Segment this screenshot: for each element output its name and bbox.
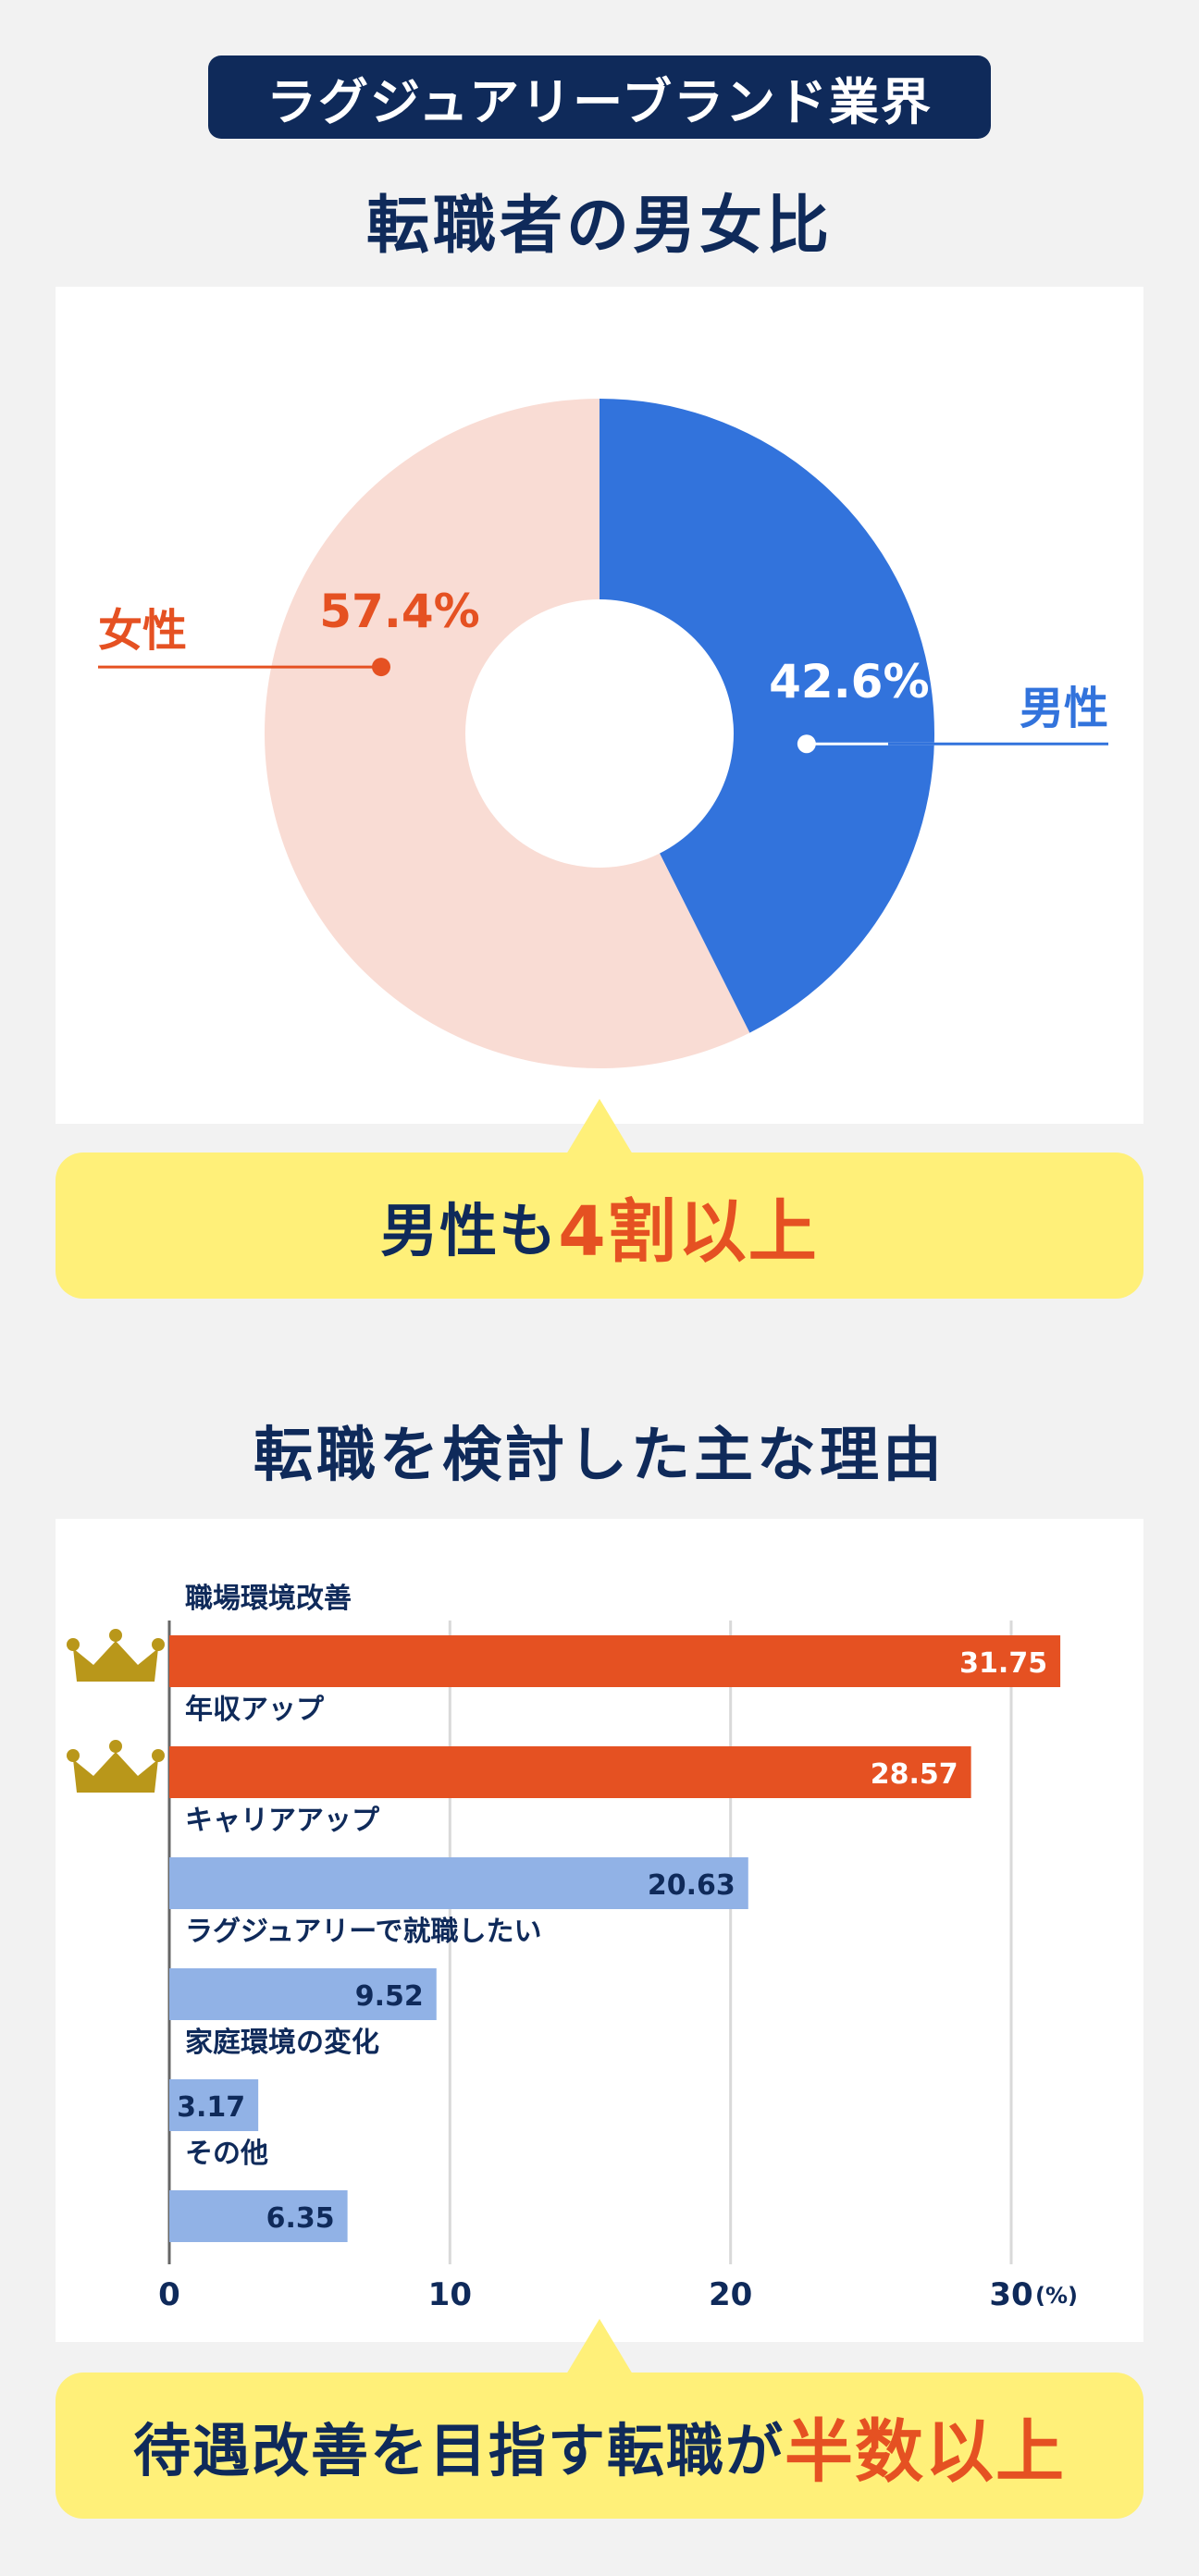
- crown-icon: [152, 1638, 165, 1651]
- donut-slice-female: [264, 399, 750, 1068]
- bar-value-label: 20.63: [648, 1869, 735, 1902]
- callout-pointer: [566, 1099, 633, 1154]
- bar-category-label: ラグジュアリーで就職したい: [185, 1916, 542, 1948]
- bar-category-label: その他: [185, 2138, 268, 2170]
- gender-callout-highlight: 4割以上: [558, 1191, 819, 1272]
- x-tick-label: 20: [709, 2276, 752, 2313]
- bar-value-label: 6.35: [266, 2202, 335, 2235]
- male-value-label: 42.6%: [769, 655, 929, 709]
- bar: [169, 1635, 1061, 1687]
- bar-value-label: 28.57: [871, 1758, 958, 1791]
- crown-icon: [152, 1749, 165, 1762]
- bar: [169, 2079, 259, 2131]
- reasons-callout: 待遇改善を目指す転職が 半数以上: [56, 2373, 1143, 2519]
- industry-badge: ラグジュアリーブランド業界: [208, 55, 991, 139]
- bar-value-label: 9.52: [355, 1980, 424, 2013]
- gender-callout-text: 男性も: [380, 1197, 559, 1264]
- crown-icon: [67, 1638, 80, 1651]
- female-value-label: 57.4%: [319, 585, 479, 638]
- crown-icon: [109, 1629, 122, 1642]
- donut-slice-male: [600, 399, 934, 1033]
- callout-pointer: [566, 2319, 633, 2374]
- x-tick-label: 0: [158, 2276, 180, 2313]
- male-category-label: 男性: [1020, 683, 1108, 734]
- reasons-callout-text: 待遇改善を目指す転職が: [132, 2417, 785, 2484]
- bar-value-label: 3.17: [177, 2091, 245, 2124]
- crown-icon: [73, 1752, 158, 1793]
- bar-value-label: 31.75: [959, 1647, 1047, 1680]
- x-tick-label: 10: [428, 2276, 472, 2313]
- bar: [169, 2190, 348, 2242]
- x-tick-label: 30: [989, 2276, 1032, 2313]
- bar: [169, 1968, 437, 2020]
- female-category-label: 女性: [98, 605, 187, 657]
- bar: [169, 1746, 971, 1798]
- crown-icon: [73, 1641, 158, 1682]
- gender-callout: 男性も 4割以上: [56, 1152, 1143, 1299]
- bar-category-label: 職場環境改善: [185, 1583, 352, 1615]
- x-unit-label: (%): [1035, 2283, 1078, 2309]
- crown-icon: [67, 1749, 80, 1762]
- reasons-title: 転職を検討した主な理由: [253, 1422, 946, 1490]
- crown-icon: [109, 1740, 122, 1753]
- gender-ratio-title: 転職者の男女比: [365, 190, 833, 263]
- reasons-callout-highlight: 半数以上: [785, 2411, 1066, 2492]
- bar: [169, 1857, 748, 1909]
- bar-category-label: 家庭環境の変化: [185, 2027, 379, 2059]
- bar-category-label: キャリアアップ: [185, 1805, 380, 1837]
- bar-category-label: 年収アップ: [185, 1694, 325, 1726]
